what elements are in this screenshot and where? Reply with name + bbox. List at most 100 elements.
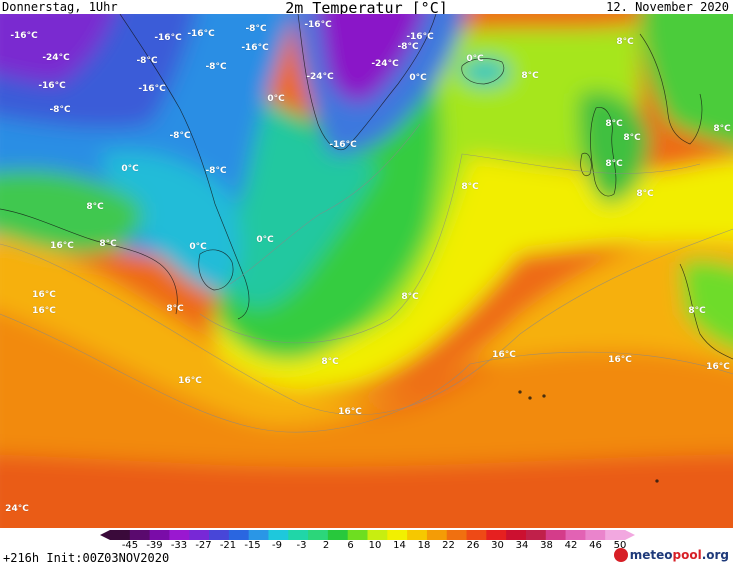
scale-swatch (565, 530, 586, 540)
scale-swatch (506, 530, 527, 540)
scale-swatch (288, 530, 309, 540)
scale-tick-label: -15 (244, 540, 261, 551)
scale-tick-label: 18 (417, 540, 431, 551)
scale-swatch (209, 530, 230, 540)
scale-swatch (407, 530, 428, 540)
scale-swatch (466, 530, 487, 540)
scale-tick-label: 6 (347, 540, 354, 551)
scale-tick-label: 50 (613, 540, 627, 551)
color-scale-bar (100, 530, 635, 540)
scale-swatch (129, 530, 151, 540)
temperature-label: 8°C (86, 202, 104, 212)
temperature-label: -8°C (49, 105, 71, 115)
scale-tick-label: 30 (491, 540, 504, 551)
scale-arrow-high (625, 530, 635, 540)
scale-tick-label: -9 (272, 540, 282, 551)
map-title: 2m Temperatur [°C] (285, 0, 448, 17)
scale-swatch (525, 530, 547, 540)
scale-swatch (387, 530, 408, 540)
temperature-label: 0°C (121, 164, 139, 174)
temperature-label: -16°C (304, 20, 332, 30)
temperature-label: 8°C (401, 292, 419, 302)
temperature-label: 16°C (178, 376, 202, 386)
scale-tick-label: 14 (393, 540, 406, 551)
temperature-label: -16°C (38, 81, 66, 91)
scale-tick-label: 22 (442, 540, 455, 551)
temperature-label: 8°C (166, 304, 184, 314)
forecast-day-label: Donnerstag, 1Uhr (2, 0, 118, 14)
temperature-label: -24°C (371, 59, 399, 69)
temperature-label: -16°C (10, 31, 38, 41)
scale-tick-label: 38 (540, 540, 553, 551)
temperature-label: -16°C (329, 140, 357, 150)
scale-tick-label: -21 (219, 540, 237, 551)
temperature-map: -16°C -16°C -16°C -8°C -16°C -16°C -16°C -8°C -2… (0, 14, 733, 528)
scale-swatch (446, 530, 468, 540)
scale-tick-label: 42 (564, 540, 578, 551)
temperature-label: 0°C (189, 242, 207, 252)
temperature-label: 8°C (605, 119, 623, 129)
scale-swatch (327, 530, 349, 540)
temperature-label: 0°C (466, 54, 484, 64)
scale-tick-label: -27 (195, 540, 212, 551)
temperature-label: -8°C (205, 166, 227, 176)
temperature-label: 16°C (608, 355, 632, 365)
scale-swatch (149, 530, 170, 540)
temperature-label: -8°C (245, 24, 267, 34)
temperature-label: 24°C (5, 504, 29, 514)
temperature-label: -16°C (138, 84, 166, 94)
scale-swatch (486, 530, 507, 540)
scale-tick-label: 2 (322, 540, 330, 551)
scale-swatch (228, 530, 250, 540)
temperature-label: -16°C (187, 29, 215, 39)
temperature-label: 8°C (688, 306, 706, 316)
logo-text-accent: pool (672, 548, 702, 562)
scale-tick-label: 34 (515, 540, 529, 551)
scale-swatch (426, 530, 448, 540)
temperature-label: 8°C (623, 133, 641, 143)
scale-swatch (308, 530, 329, 540)
temperature-label: -8°C (397, 42, 419, 52)
temperature-label: -8°C (169, 131, 191, 141)
temperature-label: 16°C (706, 362, 730, 372)
temperature-label: 8°C (616, 37, 634, 47)
temperature-label: -8°C (205, 62, 227, 72)
temperature-label: 8°C (321, 357, 339, 367)
meteopool-logo-icon (613, 548, 628, 562)
scale-swatch (248, 530, 269, 540)
temperature-label: -24°C (42, 53, 70, 63)
scale-tick-label: 26 (466, 540, 480, 551)
temperature-label: -24°C (306, 72, 334, 82)
scale-tick-label: -39 (146, 540, 163, 551)
scale-swatch (110, 530, 131, 540)
logo-text-suffix: .org (701, 548, 729, 562)
scale-swatch (545, 530, 567, 540)
temperature-label: 16°C (492, 350, 516, 360)
temperature-label: 16°C (32, 306, 56, 316)
temperature-label: -16°C (154, 33, 182, 43)
forecast-date-label: 12. November 2020 (606, 0, 729, 14)
scale-swatch (347, 530, 368, 540)
meteopool-logo[interactable]: meteopool.org (613, 548, 729, 562)
scale-swatch (605, 530, 626, 540)
scale-swatch (268, 530, 289, 540)
scale-tick-label: 46 (589, 540, 602, 551)
scale-tick-label: -45 (121, 540, 139, 551)
temperature-label: -8°C (136, 56, 158, 66)
temperature-label: 16°C (338, 407, 362, 417)
legend: -45 -39 -33 -27 -21 -15 -9 -3 2 6 10 14 18 22 26 30 34 38… (0, 528, 733, 566)
temperature-label: 8°C (461, 182, 479, 192)
temperature-label: 16°C (50, 241, 74, 251)
scale-swatch (169, 530, 190, 540)
temperature-label: 8°C (636, 189, 654, 199)
scale-swatch (189, 530, 210, 540)
scale-swatch (585, 530, 606, 540)
scale-tick-label: -33 (170, 540, 188, 551)
temperature-label: 0°C (267, 94, 285, 104)
temperature-label: 8°C (99, 239, 117, 249)
temperature-label: 8°C (521, 71, 539, 81)
temperature-label: -16°C (406, 32, 434, 42)
temperature-field (0, 14, 733, 528)
temperature-label: 8°C (605, 159, 623, 169)
temperature-label: 16°C (32, 290, 56, 300)
